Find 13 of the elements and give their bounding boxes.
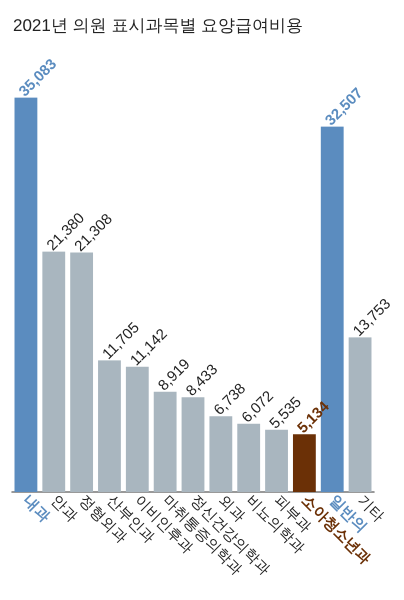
bar [154, 392, 177, 492]
bar [209, 416, 232, 492]
bar [237, 424, 260, 492]
bar [265, 430, 288, 492]
bar [126, 366, 149, 492]
bar [42, 252, 66, 492]
chart-title: 2021년 의원 표시과목별 요양급여비용 [13, 16, 303, 35]
bar [98, 360, 121, 492]
bar [14, 98, 38, 492]
bar [182, 397, 204, 492]
bar [70, 252, 94, 492]
bar [348, 337, 372, 492]
bar [292, 434, 316, 492]
